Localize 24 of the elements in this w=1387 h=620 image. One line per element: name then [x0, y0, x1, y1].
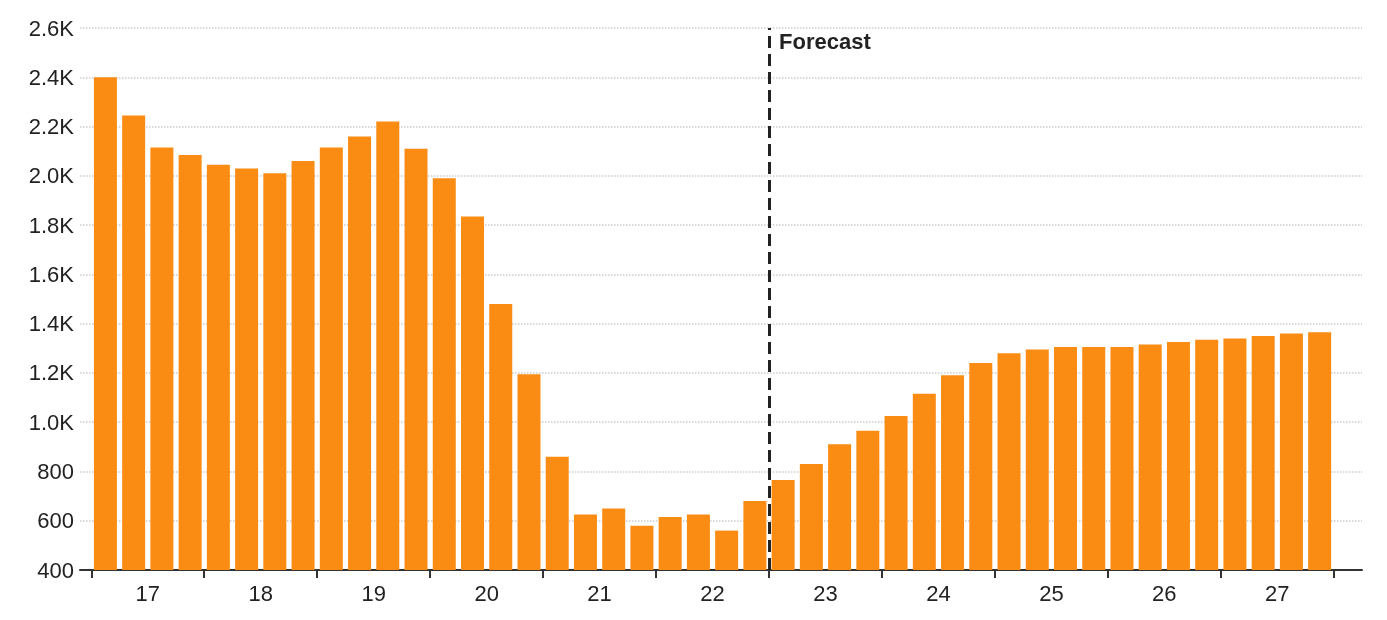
x-tick-label: 23: [813, 580, 838, 606]
x-tick-label: 26: [1152, 580, 1177, 606]
y-tick-label: 2.0K: [28, 163, 75, 189]
x-tick-label: 22: [700, 580, 725, 606]
x-tick-label: 27: [1265, 580, 1290, 606]
ref-line-label: Forecast: [779, 28, 872, 54]
y-tick-label: 600: [37, 508, 74, 534]
y-tick-label: 1.2K: [28, 360, 75, 386]
x-tick-label: 21: [587, 580, 612, 606]
y-tick-label: 2.2K: [28, 114, 75, 140]
x-tick-label: 18: [248, 580, 273, 606]
x-tick-label: 20: [474, 580, 499, 606]
y-tick-label: 2.6K: [28, 15, 75, 41]
y-tick-label: 1.8K: [28, 212, 75, 238]
y-tick-label: 800: [37, 458, 74, 484]
y-tick-label: 1.6K: [28, 261, 75, 287]
x-tick-label: 25: [1039, 580, 1064, 606]
y-tick-label: 1.4K: [28, 311, 75, 337]
x-tick-label: 17: [135, 580, 161, 606]
x-tick-label: 19: [361, 580, 386, 606]
x-tick-label: 24: [926, 580, 951, 606]
y-tick-label: 2.4K: [28, 64, 75, 90]
y-tick-label: 400: [37, 557, 74, 583]
y-tick-label: 1.0K: [28, 409, 75, 435]
